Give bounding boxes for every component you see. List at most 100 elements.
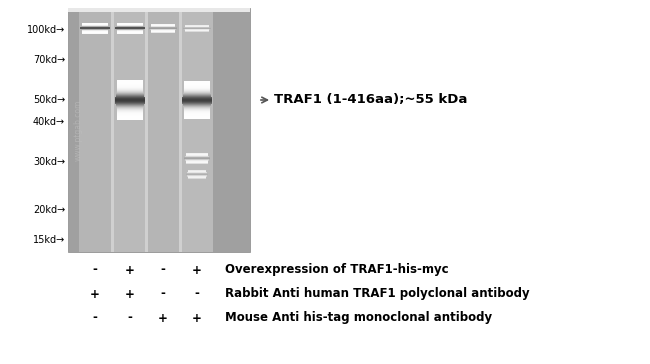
Bar: [183, 97, 212, 98]
Bar: [116, 94, 144, 95]
Bar: [181, 8, 213, 252]
Bar: [184, 86, 210, 87]
Bar: [183, 96, 211, 97]
Bar: [184, 157, 210, 158]
Bar: [117, 91, 143, 92]
Bar: [115, 101, 145, 102]
Text: 15kd→: 15kd→: [32, 235, 65, 245]
Bar: [184, 114, 210, 115]
Text: 30kd→: 30kd→: [33, 157, 65, 167]
Bar: [184, 111, 210, 112]
Bar: [185, 29, 209, 30]
Bar: [115, 101, 145, 102]
Bar: [116, 26, 144, 27]
Bar: [117, 85, 143, 86]
Bar: [188, 171, 207, 172]
Bar: [117, 116, 143, 117]
Bar: [184, 86, 210, 87]
Bar: [188, 177, 206, 178]
Bar: [183, 95, 211, 96]
Bar: [184, 158, 210, 159]
Text: Rabbit Anti human TRAF1 polyclonal antibody: Rabbit Anti human TRAF1 polyclonal antib…: [225, 288, 530, 301]
Bar: [117, 111, 143, 112]
Bar: [184, 81, 210, 82]
Bar: [179, 8, 181, 252]
Bar: [184, 87, 210, 88]
Text: 70kd→: 70kd→: [32, 55, 65, 65]
Bar: [151, 29, 176, 30]
Text: Overexpression of TRAF1-his-myc: Overexpression of TRAF1-his-myc: [225, 264, 448, 277]
Bar: [183, 105, 211, 106]
Bar: [185, 27, 209, 28]
Bar: [116, 94, 144, 95]
Bar: [111, 8, 114, 252]
Bar: [187, 176, 207, 177]
Bar: [186, 155, 208, 156]
Bar: [117, 115, 143, 116]
Bar: [115, 98, 145, 99]
Bar: [184, 117, 210, 118]
Bar: [183, 28, 211, 29]
Bar: [182, 100, 212, 101]
Bar: [83, 32, 108, 33]
Bar: [116, 94, 144, 95]
Bar: [117, 116, 143, 117]
Bar: [117, 108, 143, 109]
Bar: [183, 97, 211, 98]
Bar: [151, 25, 175, 26]
Bar: [182, 102, 212, 103]
Bar: [117, 117, 143, 118]
Bar: [116, 93, 144, 94]
Bar: [185, 156, 209, 157]
Bar: [183, 94, 211, 95]
Bar: [188, 170, 206, 171]
Bar: [117, 23, 143, 24]
Bar: [116, 105, 144, 106]
Bar: [187, 175, 207, 176]
Bar: [116, 30, 144, 31]
Bar: [83, 23, 108, 24]
Bar: [82, 26, 108, 27]
Bar: [117, 84, 143, 85]
Bar: [117, 89, 143, 90]
Bar: [186, 153, 208, 154]
Text: TRAF1 (1-416aa);~55 kDa: TRAF1 (1-416aa);~55 kDa: [274, 94, 467, 107]
Bar: [184, 82, 210, 83]
Text: 100kd→: 100kd→: [27, 25, 65, 35]
Bar: [183, 106, 211, 107]
Bar: [82, 31, 108, 32]
Bar: [80, 27, 110, 28]
Bar: [117, 110, 143, 111]
Bar: [117, 111, 143, 112]
Bar: [116, 29, 144, 30]
Bar: [117, 113, 143, 114]
Bar: [184, 27, 210, 28]
Bar: [185, 30, 209, 31]
Bar: [184, 116, 210, 117]
Bar: [183, 106, 211, 107]
Text: +: +: [192, 312, 202, 324]
Bar: [117, 31, 143, 32]
Bar: [184, 83, 210, 84]
Bar: [117, 83, 143, 84]
Bar: [116, 103, 144, 104]
Bar: [117, 85, 143, 86]
Bar: [117, 30, 143, 31]
Bar: [116, 26, 144, 27]
Bar: [117, 109, 143, 110]
Bar: [185, 25, 209, 26]
Bar: [185, 157, 209, 158]
Bar: [184, 90, 210, 91]
Bar: [187, 174, 208, 175]
Bar: [183, 103, 211, 104]
Bar: [186, 162, 208, 163]
Bar: [116, 103, 144, 104]
Bar: [117, 86, 143, 87]
Bar: [81, 29, 109, 30]
Bar: [116, 106, 144, 107]
Bar: [117, 80, 143, 81]
Text: -: -: [194, 288, 200, 301]
Bar: [82, 30, 108, 31]
Bar: [184, 89, 210, 90]
Bar: [184, 89, 210, 90]
